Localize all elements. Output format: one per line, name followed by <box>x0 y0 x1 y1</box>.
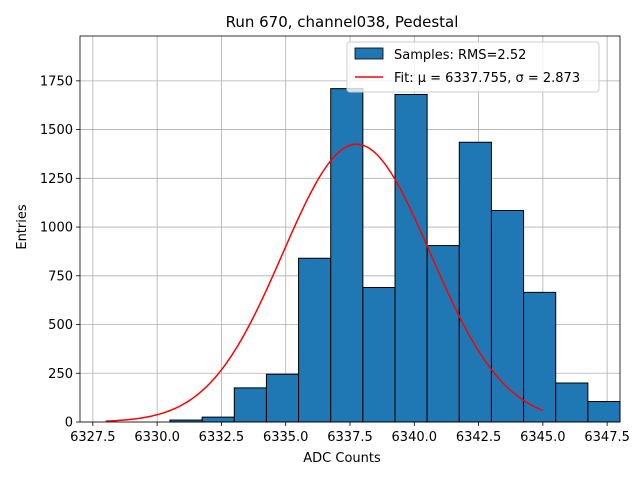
y-tick-label-0: 0 <box>65 416 73 431</box>
legend-label-samples: Samples: RMS=2.52 <box>394 48 526 63</box>
histogram-bar-10 <box>426 245 460 423</box>
x-tick-label-2: 6332.5 <box>199 430 245 445</box>
y-tick-label-3: 750 <box>48 269 73 284</box>
x-tick-label-3: 6335.0 <box>263 430 309 445</box>
y-tick-label-4: 1000 <box>40 221 73 236</box>
histogram-bar-8 <box>362 286 396 423</box>
x-tick-label-8: 6347.5 <box>584 430 630 445</box>
y-tick-label-1: 250 <box>48 367 73 382</box>
legend-label-fit: Fit: μ = 6337.755, σ = 2.873 <box>394 71 580 86</box>
y-axis-ticks: 0 250 500 750 1000 1250 1500 1750 <box>40 74 80 431</box>
histogram-bar-5 <box>265 373 300 423</box>
histogram-bar-4 <box>233 387 267 423</box>
fit-curve <box>105 143 544 422</box>
histogram-bar-3 <box>201 416 235 423</box>
x-tick-label-0: 6327.5 <box>70 430 116 445</box>
x-tick-label-4: 6337.5 <box>327 430 373 445</box>
legend: Samples: RMS=2.52 Fit: μ = 6337.755, σ =… <box>346 41 600 93</box>
histogram-bar-12 <box>490 209 525 423</box>
histogram-bar-6 <box>298 257 332 423</box>
x-tick-label-5: 6340.0 <box>392 430 438 445</box>
x-axis-ticks: 6327.5 6330.0 6332.5 6335.0 6337.5 6340.0 6342… <box>70 422 630 445</box>
histogram-bar-11 <box>458 141 492 423</box>
histogram-bars <box>169 88 621 423</box>
histogram-bar-7 <box>330 88 364 423</box>
histogram-bar-9 <box>394 93 428 423</box>
chart-title: Run 670, channel038, Pedestal <box>226 13 459 31</box>
y-tick-label-7: 1750 <box>40 74 73 89</box>
y-tick-label-2: 500 <box>48 318 73 333</box>
histogram-bar-14 <box>555 382 589 423</box>
y-tick-label-6: 1500 <box>40 123 73 138</box>
y-tick-label-5: 1250 <box>40 172 73 187</box>
x-tick-label-1: 6330.0 <box>134 430 180 445</box>
histogram-bar-15 <box>587 401 621 423</box>
x-tick-label-6: 6342.5 <box>456 430 502 445</box>
x-axis-label: ADC Counts <box>303 451 381 466</box>
legend-box <box>346 41 600 93</box>
y-axis-label: Entries <box>15 204 30 250</box>
x-tick-label-7: 6345.0 <box>520 430 566 445</box>
legend-swatch-samples <box>354 47 384 60</box>
